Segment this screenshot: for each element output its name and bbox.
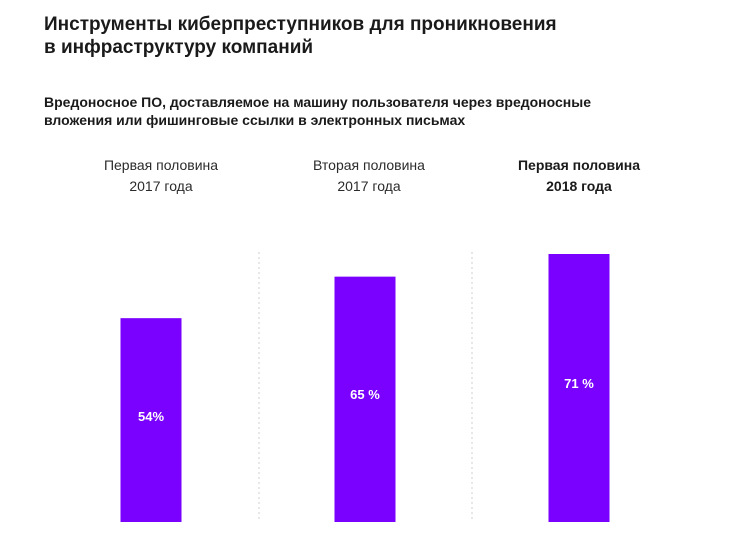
bar-value-label-2: 65 % xyxy=(350,387,380,402)
chart-title: Инструменты киберпреступников для проник… xyxy=(44,14,557,58)
category-label-h1-2017: Первая половина 2017 года xyxy=(103,157,219,194)
bar-1 xyxy=(120,318,182,522)
bar-3 xyxy=(548,254,610,522)
bar-value-label-1: 54% xyxy=(138,409,164,424)
bar-value-label-3: 71 % xyxy=(564,376,594,391)
category-label-h1-2018: Первая половина 2018 года xyxy=(517,157,641,194)
chart-subtitle: Вредоносное ПО, доставляемое на машину п… xyxy=(44,94,591,128)
bar-2 xyxy=(334,276,396,522)
category-label-h2-2017: Вторая половина 2017 года xyxy=(313,157,425,194)
